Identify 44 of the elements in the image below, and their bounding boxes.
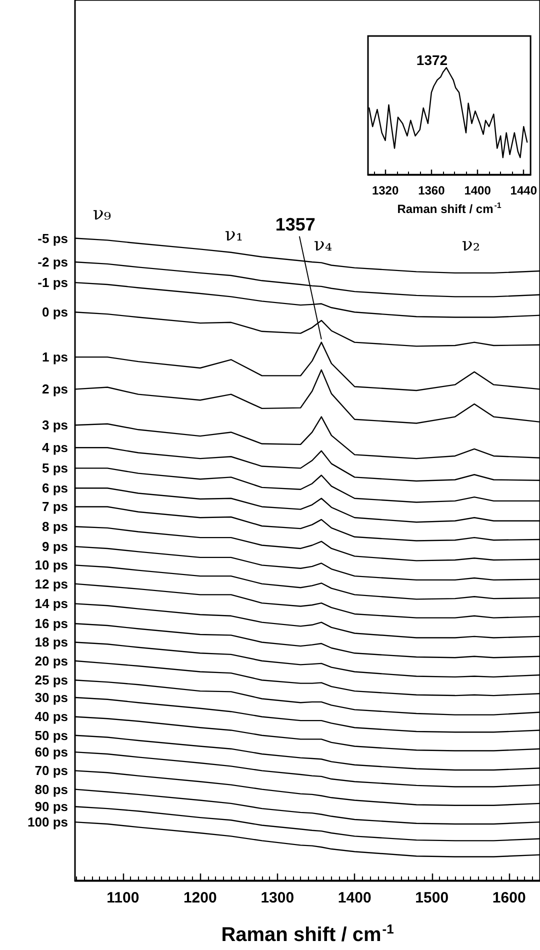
x-tick-label: 1500 — [415, 890, 449, 906]
x-tick-label: 1400 — [464, 184, 492, 198]
series-label: 40 ps — [34, 709, 68, 724]
series-label: 18 ps — [34, 634, 68, 650]
annotation: ν₄ — [314, 234, 332, 256]
annotation: 1372 — [416, 52, 448, 68]
series-label: 20 ps — [34, 653, 68, 668]
series-label: 2 ps — [42, 382, 68, 397]
series-label: 9 ps — [42, 539, 68, 554]
x-tick-label: 1360 — [418, 184, 446, 198]
series-label: 12 ps — [34, 576, 68, 592]
series-label: 6 ps — [42, 480, 68, 496]
series-label: 70 ps — [34, 763, 68, 778]
x-tick-label: 1320 — [372, 184, 399, 198]
series-label: 90 ps — [34, 799, 68, 814]
series-label: -2 ps — [38, 254, 68, 270]
series-label: 4 ps — [42, 440, 68, 456]
series-label: 0 ps — [42, 304, 68, 320]
series-label: 30 ps — [34, 690, 68, 705]
series-label: 14 ps — [34, 596, 68, 612]
series-label: 1 ps — [42, 350, 68, 365]
series-label: 5 ps — [42, 460, 68, 476]
x-tick-label: 1100 — [106, 890, 140, 906]
text: ν₉ — [92, 204, 112, 224]
series-label: 60 ps — [34, 744, 68, 760]
x-tick-label: 1200 — [183, 890, 217, 906]
series-label: 25 ps — [34, 672, 68, 688]
x-tick-label: 1400 — [338, 890, 372, 906]
series-label: 3 ps — [42, 418, 68, 433]
annotation: ν₁ — [224, 224, 244, 246]
series-label: 10 ps — [34, 558, 68, 573]
series-label: 8 ps — [42, 519, 68, 534]
series-label: 100 ps — [28, 814, 68, 830]
x-tick-label: 1600 — [492, 890, 526, 906]
x-tick-label: 1440 — [510, 184, 538, 198]
x-tick-label: 1300 — [260, 890, 294, 906]
series-label: 50 ps — [34, 728, 68, 743]
series-label: 80 ps — [34, 782, 68, 797]
series-label: 16 ps — [34, 616, 68, 632]
annotation: ν₂ — [462, 234, 480, 256]
series-label: -1 ps — [38, 275, 68, 290]
series-label: 7 ps — [42, 499, 68, 514]
series-label: -5 ps — [38, 230, 68, 246]
annotation: 1357 — [275, 214, 316, 234]
